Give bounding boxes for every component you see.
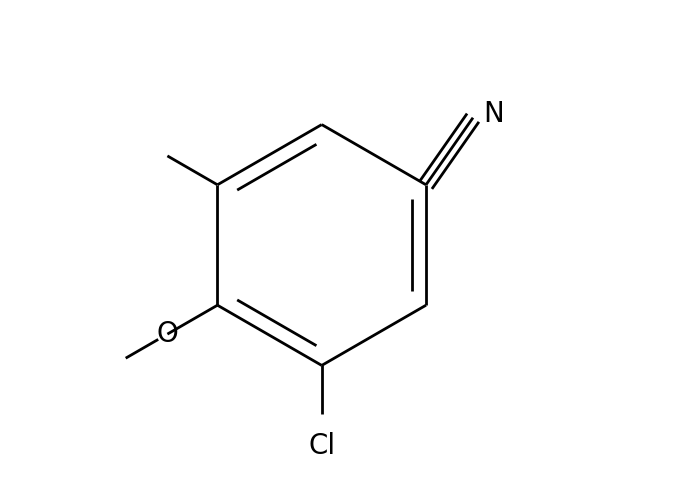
Text: N: N (484, 100, 504, 128)
Text: Cl: Cl (308, 432, 336, 460)
Text: O: O (156, 320, 178, 348)
